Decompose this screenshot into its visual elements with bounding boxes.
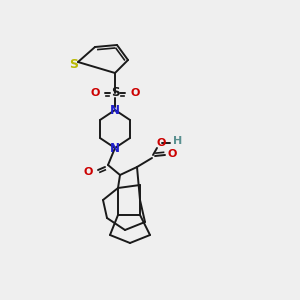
Text: N: N [110, 142, 120, 154]
Text: O: O [167, 149, 177, 159]
Text: O: O [130, 88, 140, 98]
Text: S: S [70, 58, 79, 70]
Text: O: O [156, 138, 166, 148]
Text: S: S [111, 86, 119, 100]
Text: O: O [90, 88, 100, 98]
Text: H: H [173, 136, 183, 146]
Text: O: O [83, 167, 93, 177]
Text: N: N [110, 103, 120, 116]
